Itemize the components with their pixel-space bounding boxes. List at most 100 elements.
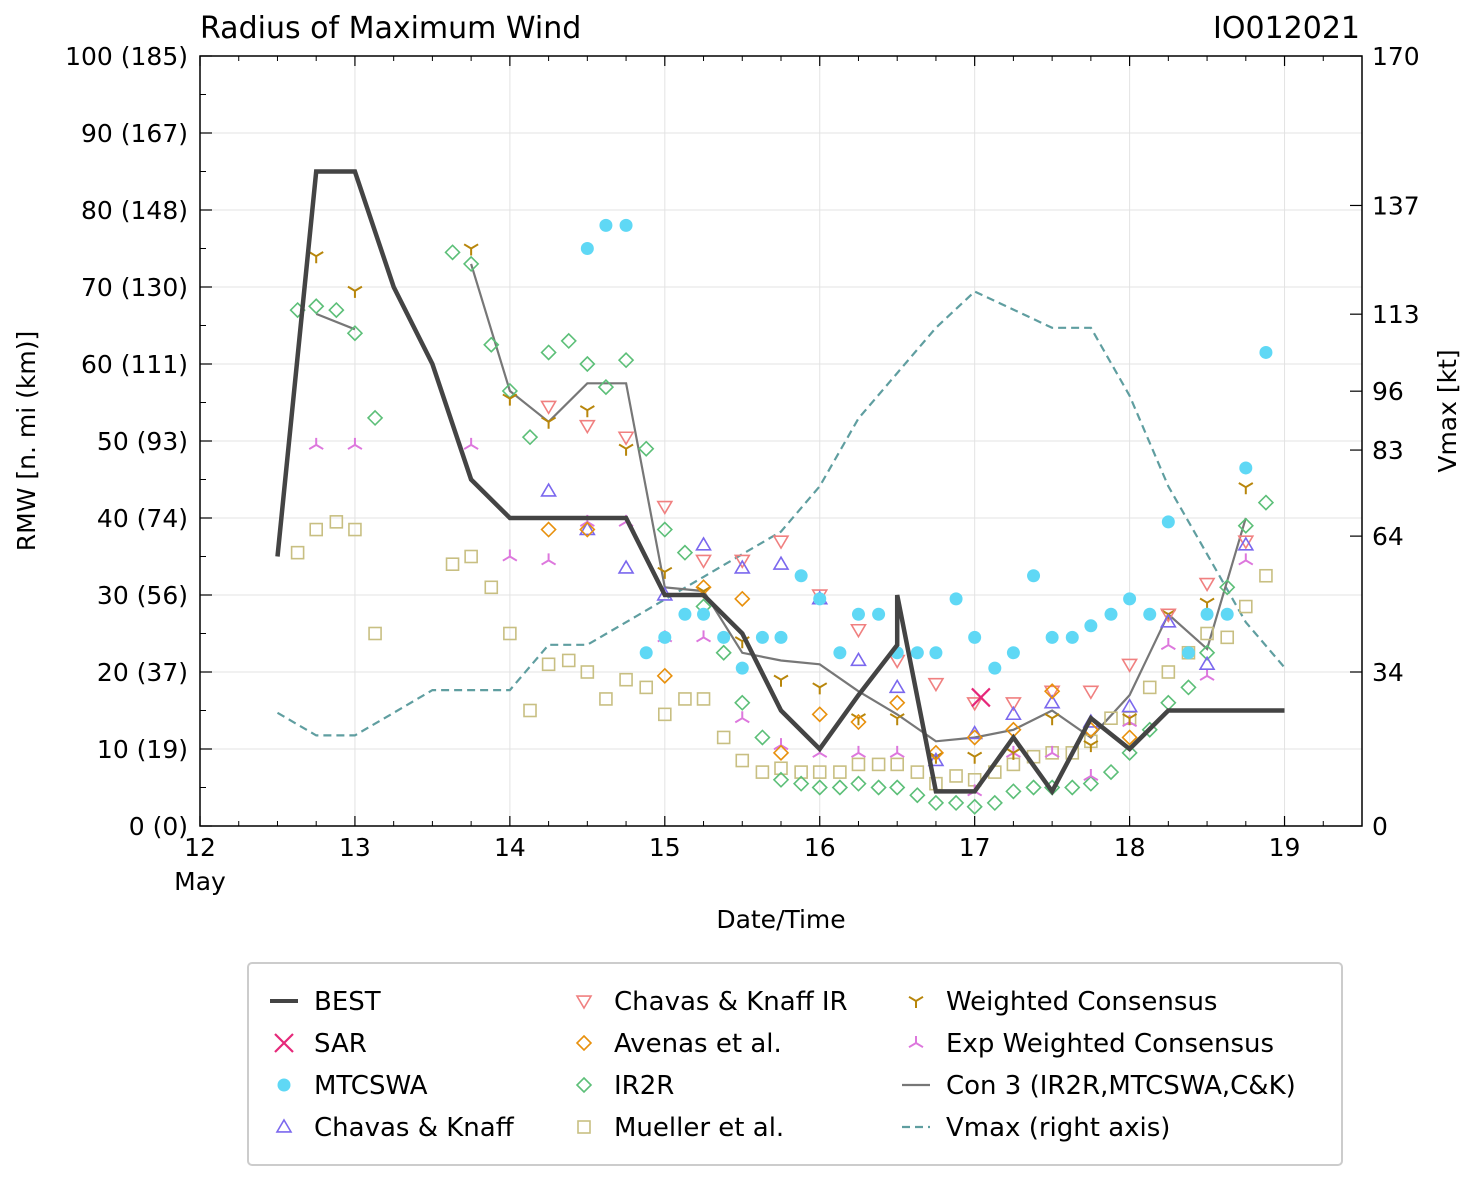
legend-label: Avenas et al. xyxy=(614,1029,782,1059)
mueller-et-al-point xyxy=(309,522,324,537)
legend-label: Weighted Consensus xyxy=(946,987,1217,1017)
avenas-et-al-point xyxy=(1043,683,1061,700)
y-tick-label: 70 (130) xyxy=(81,273,188,302)
legend-swatch-marker xyxy=(575,1076,593,1094)
mueller-et-al-point xyxy=(657,707,672,722)
vmax-right-axis-line xyxy=(276,290,1286,737)
legend-swatch-marker xyxy=(908,995,924,1008)
exp-weighted-consensus-point xyxy=(1083,768,1099,782)
exp-weighted-consensus-point xyxy=(1199,668,1215,681)
mueller-et-al-point xyxy=(541,657,556,672)
y-tick-label: 0 (0) xyxy=(129,812,188,841)
ir2r-point xyxy=(579,355,596,373)
avenas-et-al-point xyxy=(656,667,673,684)
weighted-consensus-point xyxy=(850,713,866,726)
legend-swatch-marker xyxy=(575,995,593,1010)
ir2r-point xyxy=(366,409,384,427)
chavas-knaff-ir-point xyxy=(540,400,557,415)
ir2r-point xyxy=(1180,679,1197,696)
mueller-et-al-point xyxy=(445,557,460,572)
y-tick-label: 90 (167) xyxy=(81,119,188,148)
avenas-et-al-point xyxy=(927,744,945,761)
chavas-knaff-point xyxy=(772,555,790,570)
mueller-et-al-point xyxy=(716,730,731,745)
chavas-knaff-ir-point xyxy=(1005,697,1022,712)
mtcswa-point xyxy=(580,242,594,255)
ir2r-point xyxy=(1102,763,1120,781)
ir2r-point xyxy=(560,332,577,350)
x-tick-label: 18 xyxy=(1114,833,1146,862)
chavas-knaff-point xyxy=(617,559,635,574)
legend-label: SAR xyxy=(314,1029,367,1059)
legend-label: Vmax (right axis) xyxy=(946,1113,1170,1143)
mtcswa-point xyxy=(735,661,749,675)
weighted-consensus-point xyxy=(308,251,324,264)
ir2r-point xyxy=(638,440,655,457)
avenas-et-al-point xyxy=(772,744,790,761)
mtcswa-point xyxy=(1259,345,1273,359)
ir2r-point xyxy=(1064,779,1081,796)
ir2r-point xyxy=(676,544,694,561)
ir2r-point xyxy=(850,775,867,792)
mtcswa-point xyxy=(1220,607,1234,621)
mueller-et-al-point xyxy=(755,765,770,779)
exp-weighted-consensus-point xyxy=(734,711,750,724)
mueller-et-al-point xyxy=(290,545,305,560)
mtcswa-point xyxy=(678,607,692,621)
legend-swatch-marker xyxy=(275,1118,293,1133)
mueller-et-al-point xyxy=(1220,630,1235,645)
avenas-et-al-point xyxy=(540,521,557,538)
mtcswa-point xyxy=(1027,569,1041,583)
y2-tick-label: 113 xyxy=(1372,300,1420,329)
mueller-et-al-point xyxy=(523,703,537,718)
weighted-consensus-point xyxy=(889,713,905,726)
ir2r-point xyxy=(328,301,345,319)
chavas-knaff-point xyxy=(1198,655,1216,670)
chavas-knaff-point xyxy=(540,482,557,497)
mueller-et-al-point xyxy=(1065,746,1080,760)
series-ir2r xyxy=(289,244,1275,815)
x-tick-label: 19 xyxy=(1269,833,1301,862)
ir2r-point xyxy=(617,352,635,369)
ir2r-point xyxy=(1005,783,1022,800)
chavas-knaff-ir-point xyxy=(656,500,674,516)
mueller-et-al-point xyxy=(464,549,478,564)
ir2r-point xyxy=(463,255,480,273)
chavas-knaff-point xyxy=(695,536,712,551)
legend-label: IR2R xyxy=(614,1071,674,1101)
exp-weighted-consensus-point xyxy=(308,437,324,450)
chavas-knaff-point xyxy=(1043,694,1061,709)
ir2r-point xyxy=(831,779,849,796)
chavas-knaff-point xyxy=(1237,536,1255,551)
mtcswa-point xyxy=(813,592,827,606)
ir2r-point xyxy=(772,771,790,788)
mueller-et-al-point xyxy=(484,580,499,595)
weighted-consensus-point xyxy=(579,405,595,418)
ir2r-point xyxy=(811,779,828,796)
weighted-consensus-point xyxy=(657,566,673,579)
series-sar xyxy=(971,687,991,708)
mueller-et-al-point xyxy=(890,757,905,772)
mueller-et-al-point xyxy=(1200,626,1214,641)
ir2r-point xyxy=(1025,779,1042,796)
x-tick-label: 16 xyxy=(804,833,836,862)
mtcswa-point xyxy=(968,630,982,644)
mtcswa-point xyxy=(872,607,886,621)
ir2r-point xyxy=(889,779,906,796)
y-axis-label: RMW [n. mi (km)] xyxy=(12,331,41,551)
series-weighted-consensus xyxy=(308,243,1254,764)
legend-box xyxy=(247,962,1343,1166)
legend-label: Chavas & Knaff xyxy=(314,1113,515,1143)
y-tick-label: 60 (111) xyxy=(81,350,188,379)
exp-weighted-consensus-point xyxy=(463,437,479,450)
axes: 12 13 14 15 16 17 18 19 May 0 (0) 10 (19) 20 (37) 30… xyxy=(65,42,1420,896)
con-3-ir2r-mtcswa-c-k-line xyxy=(470,263,1247,743)
legend-swatch-mueller-et-al xyxy=(577,1120,591,1134)
mtcswa-point xyxy=(1161,515,1175,529)
chavas-knaff-point xyxy=(1121,698,1138,713)
mueller-et-al-point xyxy=(1142,680,1157,695)
ir2r-point xyxy=(521,429,539,446)
x-tick-label: 15 xyxy=(649,833,681,862)
legend-swatch-marker xyxy=(575,1034,593,1052)
y-tick-label: 20 (37) xyxy=(97,658,188,687)
